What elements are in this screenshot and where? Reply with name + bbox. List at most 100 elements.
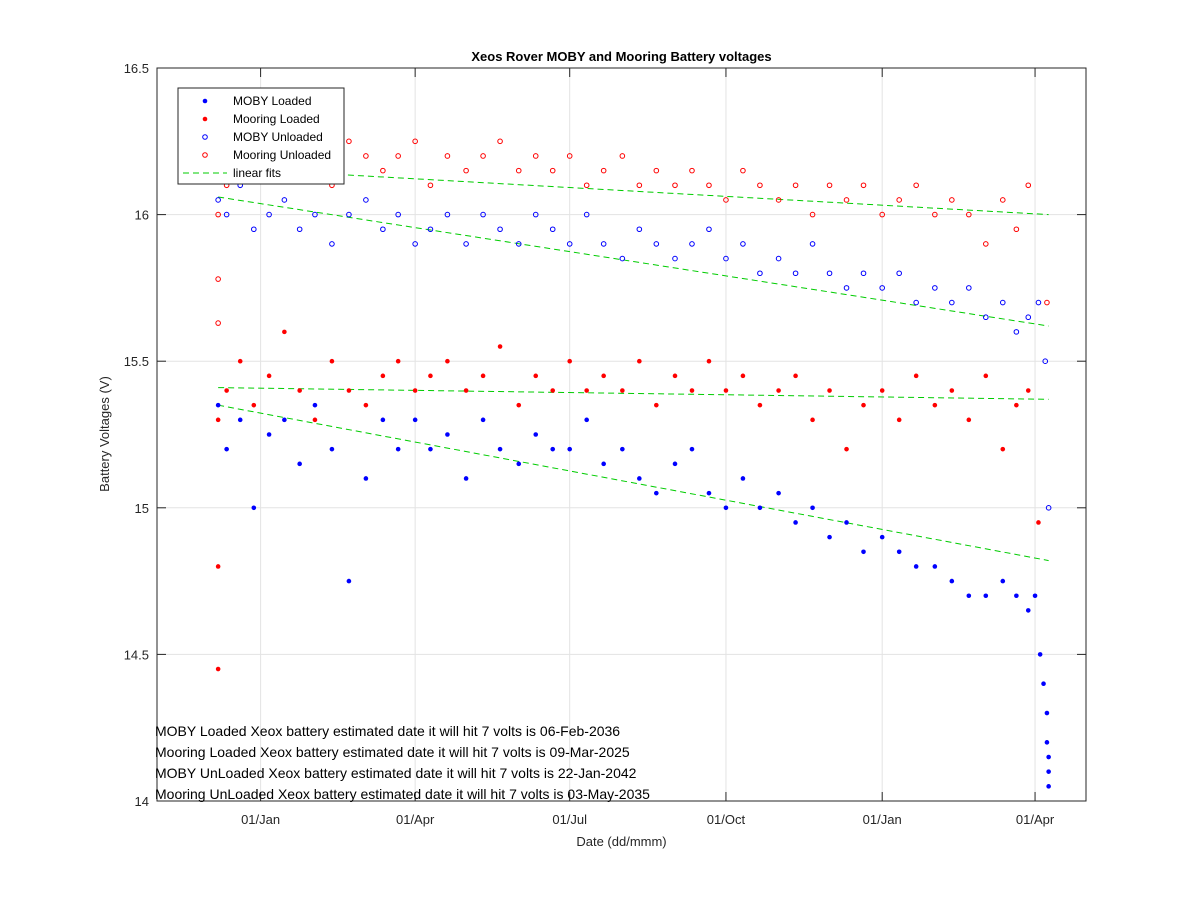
mooring-loaded-point [312, 417, 318, 423]
moby-loaded-point [1000, 578, 1006, 584]
mooring-loaded-point [428, 373, 433, 379]
mooring-unloaded-point [999, 197, 1006, 203]
mooring-loaded-point [215, 417, 221, 423]
moby-loaded-point [237, 417, 243, 423]
moby-unloaded-point [251, 226, 257, 233]
moby-loaded-point [380, 417, 386, 423]
estimate-annotation: MOBY UnLoaded Xeox battery estimated dat… [155, 765, 637, 781]
legend-marker [202, 152, 208, 158]
moby-unloaded-point [412, 241, 418, 247]
linear-fit-line [218, 404, 1049, 562]
mooring-unloaded-point [757, 182, 763, 189]
x-tick-label: 01/Jan [241, 812, 280, 827]
mooring-unloaded-point [932, 211, 938, 218]
mooring-loaded-point [237, 358, 243, 364]
moby-unloaded-point [281, 197, 288, 203]
moby-unloaded-point [532, 211, 539, 218]
mooring-loaded-point [844, 446, 849, 452]
moby-unloaded-point [792, 270, 799, 277]
moby-unloaded-point [860, 270, 867, 277]
mooring-unloaded-point [636, 182, 643, 189]
moby-unloaded-point [809, 241, 816, 247]
moby-unloaded-point [215, 197, 221, 203]
moby-unloaded-point [879, 285, 885, 291]
mooring-loaded-point [983, 373, 989, 379]
moby-unloaded-point [480, 211, 486, 218]
moby-unloaded-point [566, 241, 573, 247]
moby-unloaded-point [427, 226, 434, 233]
mooring-loaded-point [346, 388, 352, 393]
moby-loaded-point [672, 461, 678, 467]
x-tick-label: 01/Apr [396, 812, 435, 827]
mooring-unloaded-point [1013, 226, 1020, 233]
moby-loaded-point [1046, 769, 1051, 774]
x-tick-label: 01/Jan [863, 812, 902, 827]
mooring-unloaded-point [380, 167, 386, 174]
mooring-unloaded-point [672, 182, 678, 189]
moby-unloaded-point [706, 226, 712, 233]
moby-loaded-point [983, 593, 989, 599]
mooring-unloaded-point [809, 211, 816, 218]
annotations: MOBY Loaded Xeox battery estimated date … [155, 723, 650, 802]
legend-box [177, 87, 345, 185]
mooring-loaded-point [672, 373, 678, 379]
moby-unloaded-point [723, 255, 729, 262]
moby-unloaded-point [346, 211, 352, 218]
mooring-loaded-point [533, 373, 539, 379]
moby-loaded-point [1032, 593, 1038, 599]
mooring-loaded-point [329, 358, 335, 364]
moby-loaded-point [654, 490, 659, 496]
mooring-unloaded-point [497, 138, 503, 145]
mooring-loaded-point [810, 417, 815, 423]
mooring-loaded-point [654, 402, 659, 408]
moby-loaded-point [266, 432, 272, 437]
mooring-loaded-point [363, 402, 369, 408]
moby-loaded-point [550, 446, 556, 452]
mooring-unloaded-point [395, 153, 401, 159]
y-tick-label: 14 [135, 794, 149, 809]
estimate-annotation: MOBY Loaded Xeox battery estimated date … [155, 723, 620, 739]
mooring-loaded-point [567, 358, 573, 364]
mooring-loaded-point [497, 344, 503, 349]
mooring-unloaded-point [740, 167, 746, 174]
mooring-loaded-point [706, 358, 712, 364]
mooring-loaded-point [215, 564, 221, 569]
x-tick-label: 01/Oct [707, 812, 746, 827]
mooring-unloaded-point [792, 182, 799, 189]
moby-unloaded-point [463, 241, 469, 247]
moby-unloaded-point [1045, 505, 1052, 511]
mooring-unloaded-point [215, 211, 221, 218]
mooring-unloaded-point [775, 197, 782, 203]
moby-loaded-point [932, 564, 938, 569]
moby-loaded-point [1046, 784, 1051, 789]
mooring-loaded-point [637, 358, 642, 364]
moby-unloaded-point [932, 285, 938, 291]
mooring-loaded-point [723, 388, 729, 393]
moby-loaded-point [312, 402, 318, 408]
mooring-unloaded-point [215, 276, 221, 282]
moby-loaded-point [412, 417, 418, 423]
moby-unloaded-point [982, 314, 989, 321]
mooring-unloaded-point [982, 241, 989, 247]
moby-unloaded-point [515, 241, 522, 247]
axes-box [156, 67, 1087, 802]
mooring-unloaded-point [966, 211, 972, 218]
mooring-loaded-point [215, 666, 221, 672]
mooring-unloaded-point [706, 182, 712, 189]
moby-unloaded-point [913, 299, 919, 306]
mooring-loaded-point [966, 417, 972, 423]
mooring-loaded-point [949, 388, 955, 393]
moby-loaded-point [224, 446, 229, 452]
mooring-unloaded-point [444, 153, 451, 159]
x-axis-title: Date (dd/mmm) [576, 834, 666, 849]
moby-unloaded-point [672, 255, 678, 262]
mooring-loaded-point [516, 402, 522, 408]
mooring-unloaded-point [949, 197, 955, 203]
moby-unloaded-point [636, 226, 643, 233]
mooring-loaded-point [932, 402, 938, 408]
mooring-unloaded-point [215, 320, 221, 326]
moby-loaded-point [395, 446, 401, 452]
moby-loaded-point [567, 446, 573, 452]
moby-loaded-point [757, 505, 763, 511]
